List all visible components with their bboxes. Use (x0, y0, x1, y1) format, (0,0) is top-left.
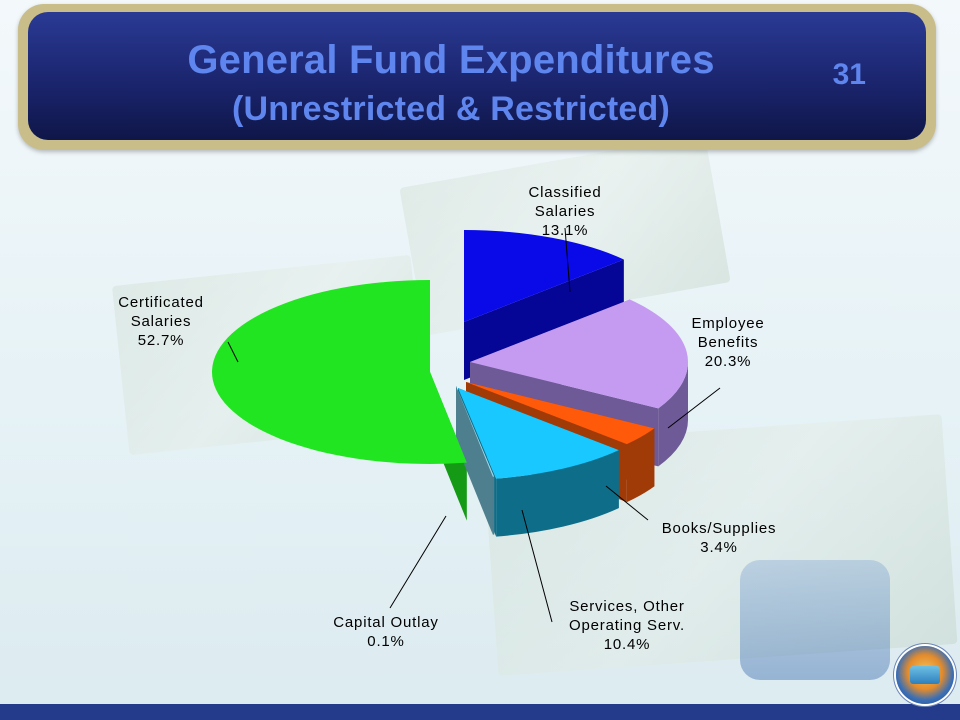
pie-slice (464, 230, 624, 322)
slice-label-certificated: Certificated Salaries 52.7% (118, 294, 204, 349)
pie-slice (470, 299, 688, 409)
leader-line (605, 485, 649, 521)
leader-line (389, 515, 447, 609)
slice-label-classified: Classified Salaries 13.1% (528, 184, 602, 239)
slide-subtitle: (Unrestricted & Restricted) (231, 90, 671, 128)
slice-label-capital: Capital Outlay 0.1% (333, 614, 439, 650)
slice-label-books: Books/Supplies 3.4% (661, 520, 777, 556)
slice-label-services: Services, Other Operating Serv. 10.4% (569, 598, 685, 653)
leader-line (667, 387, 721, 429)
slide-number: 31 (832, 58, 866, 91)
pie-slice (466, 382, 655, 445)
leader-line (227, 341, 239, 363)
footer-bar (0, 704, 960, 720)
slice-label-benefits: Employee Benefits 20.3% (691, 315, 765, 370)
pie-leaders (227, 227, 721, 623)
district-logo (896, 646, 954, 704)
pie-slice (212, 280, 467, 464)
pie-slice (458, 388, 619, 479)
slide-title: General Fund Expenditures (187, 38, 715, 82)
pie-tops (212, 230, 688, 479)
leader-line (564, 227, 571, 293)
logo-emblem (910, 666, 940, 684)
background-lock (740, 560, 890, 680)
pie-slice-cut (456, 386, 493, 535)
pie-slice-side (658, 362, 688, 467)
leader-line (521, 509, 553, 623)
header-bar: General Fund Expenditures (Unrestricted … (28, 12, 926, 140)
pie-slice (456, 386, 495, 477)
